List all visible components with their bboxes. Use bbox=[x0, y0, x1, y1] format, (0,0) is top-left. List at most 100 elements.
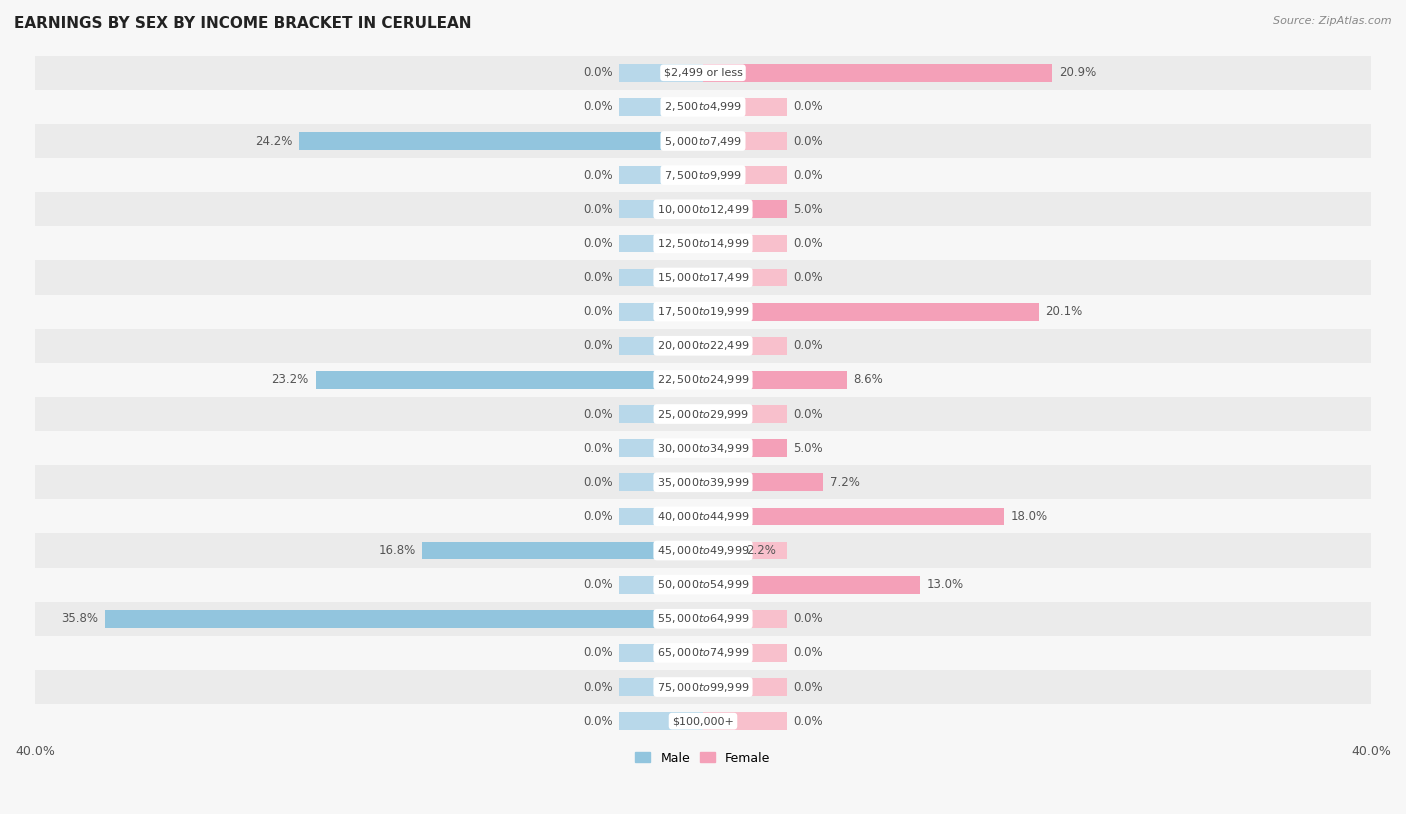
Bar bbox=[105, 610, 703, 628]
Bar bbox=[703, 440, 786, 457]
Text: $35,000 to $39,999: $35,000 to $39,999 bbox=[657, 475, 749, 488]
Bar bbox=[620, 303, 703, 321]
Text: $55,000 to $64,999: $55,000 to $64,999 bbox=[657, 612, 749, 625]
Bar bbox=[35, 329, 1371, 363]
Bar bbox=[703, 610, 786, 628]
Text: 0.0%: 0.0% bbox=[793, 237, 823, 250]
Text: $40,000 to $44,999: $40,000 to $44,999 bbox=[657, 510, 749, 523]
Text: 0.0%: 0.0% bbox=[793, 646, 823, 659]
Text: $65,000 to $74,999: $65,000 to $74,999 bbox=[657, 646, 749, 659]
Text: 0.0%: 0.0% bbox=[583, 578, 613, 591]
Bar bbox=[35, 158, 1371, 192]
Bar bbox=[620, 507, 703, 525]
Bar bbox=[703, 269, 786, 287]
Bar bbox=[620, 575, 703, 593]
Text: 23.2%: 23.2% bbox=[271, 374, 309, 387]
Text: 0.0%: 0.0% bbox=[793, 339, 823, 352]
Bar bbox=[703, 166, 786, 184]
Bar bbox=[703, 474, 786, 491]
Text: $17,500 to $19,999: $17,500 to $19,999 bbox=[657, 305, 749, 318]
Text: $15,000 to $17,499: $15,000 to $17,499 bbox=[657, 271, 749, 284]
Bar bbox=[703, 63, 1052, 81]
Text: 0.0%: 0.0% bbox=[793, 612, 823, 625]
Bar bbox=[703, 337, 786, 355]
Text: 0.0%: 0.0% bbox=[793, 408, 823, 421]
Text: $2,499 or less: $2,499 or less bbox=[664, 68, 742, 78]
Text: 0.0%: 0.0% bbox=[583, 168, 613, 182]
Bar bbox=[620, 474, 703, 491]
Text: $50,000 to $54,999: $50,000 to $54,999 bbox=[657, 578, 749, 591]
Text: 8.6%: 8.6% bbox=[853, 374, 883, 387]
Bar bbox=[35, 704, 1371, 738]
Bar bbox=[703, 575, 786, 593]
Text: 0.0%: 0.0% bbox=[583, 100, 613, 113]
Bar bbox=[620, 405, 703, 423]
Bar bbox=[35, 431, 1371, 466]
Bar bbox=[620, 337, 703, 355]
Text: $30,000 to $34,999: $30,000 to $34,999 bbox=[657, 442, 749, 455]
Text: 0.0%: 0.0% bbox=[793, 100, 823, 113]
Bar bbox=[703, 371, 786, 389]
Bar bbox=[620, 269, 703, 287]
Bar bbox=[703, 678, 786, 696]
Bar bbox=[35, 499, 1371, 533]
Bar bbox=[620, 166, 703, 184]
Bar bbox=[620, 234, 703, 252]
Bar bbox=[35, 55, 1371, 90]
Bar bbox=[620, 63, 703, 81]
Text: 0.0%: 0.0% bbox=[583, 237, 613, 250]
Text: 0.0%: 0.0% bbox=[793, 681, 823, 694]
Bar bbox=[422, 541, 703, 559]
Text: $5,000 to $7,499: $5,000 to $7,499 bbox=[664, 134, 742, 147]
Bar bbox=[620, 610, 703, 628]
Bar bbox=[703, 234, 786, 252]
Bar bbox=[620, 712, 703, 730]
Text: 0.0%: 0.0% bbox=[793, 168, 823, 182]
Bar bbox=[703, 132, 786, 150]
Bar bbox=[35, 192, 1371, 226]
Bar bbox=[703, 474, 824, 491]
Text: 0.0%: 0.0% bbox=[583, 681, 613, 694]
Bar bbox=[299, 132, 703, 150]
Text: 0.0%: 0.0% bbox=[583, 339, 613, 352]
Bar bbox=[703, 440, 786, 457]
Text: $10,000 to $12,499: $10,000 to $12,499 bbox=[657, 203, 749, 216]
Legend: Male, Female: Male, Female bbox=[630, 746, 776, 769]
Text: 0.0%: 0.0% bbox=[583, 442, 613, 455]
Text: $22,500 to $24,999: $22,500 to $24,999 bbox=[657, 374, 749, 387]
Bar bbox=[703, 541, 786, 559]
Bar bbox=[620, 678, 703, 696]
Bar bbox=[35, 124, 1371, 158]
Text: 0.0%: 0.0% bbox=[583, 408, 613, 421]
Bar bbox=[35, 636, 1371, 670]
Text: 20.9%: 20.9% bbox=[1059, 66, 1097, 79]
Bar bbox=[35, 90, 1371, 124]
Text: $20,000 to $22,499: $20,000 to $22,499 bbox=[657, 339, 749, 352]
Text: 0.0%: 0.0% bbox=[583, 203, 613, 216]
Text: 16.8%: 16.8% bbox=[378, 544, 416, 557]
Text: $7,500 to $9,999: $7,500 to $9,999 bbox=[664, 168, 742, 182]
Bar bbox=[703, 371, 846, 389]
Bar bbox=[620, 440, 703, 457]
Text: $100,000+: $100,000+ bbox=[672, 716, 734, 726]
Bar bbox=[703, 507, 1004, 525]
Bar bbox=[703, 303, 1039, 321]
Text: 24.2%: 24.2% bbox=[254, 134, 292, 147]
Bar bbox=[35, 533, 1371, 567]
Text: 0.0%: 0.0% bbox=[583, 510, 613, 523]
Text: 18.0%: 18.0% bbox=[1011, 510, 1047, 523]
Bar bbox=[35, 567, 1371, 602]
Bar bbox=[35, 670, 1371, 704]
Text: 5.0%: 5.0% bbox=[793, 442, 823, 455]
Bar bbox=[703, 507, 786, 525]
Text: 0.0%: 0.0% bbox=[793, 271, 823, 284]
Bar bbox=[620, 644, 703, 662]
Text: 5.0%: 5.0% bbox=[793, 203, 823, 216]
Text: EARNINGS BY SEX BY INCOME BRACKET IN CERULEAN: EARNINGS BY SEX BY INCOME BRACKET IN CER… bbox=[14, 16, 471, 31]
Bar bbox=[703, 405, 786, 423]
Bar bbox=[703, 575, 920, 593]
Text: $75,000 to $99,999: $75,000 to $99,999 bbox=[657, 681, 749, 694]
Bar bbox=[35, 466, 1371, 499]
Bar bbox=[35, 602, 1371, 636]
Text: 0.0%: 0.0% bbox=[793, 715, 823, 728]
